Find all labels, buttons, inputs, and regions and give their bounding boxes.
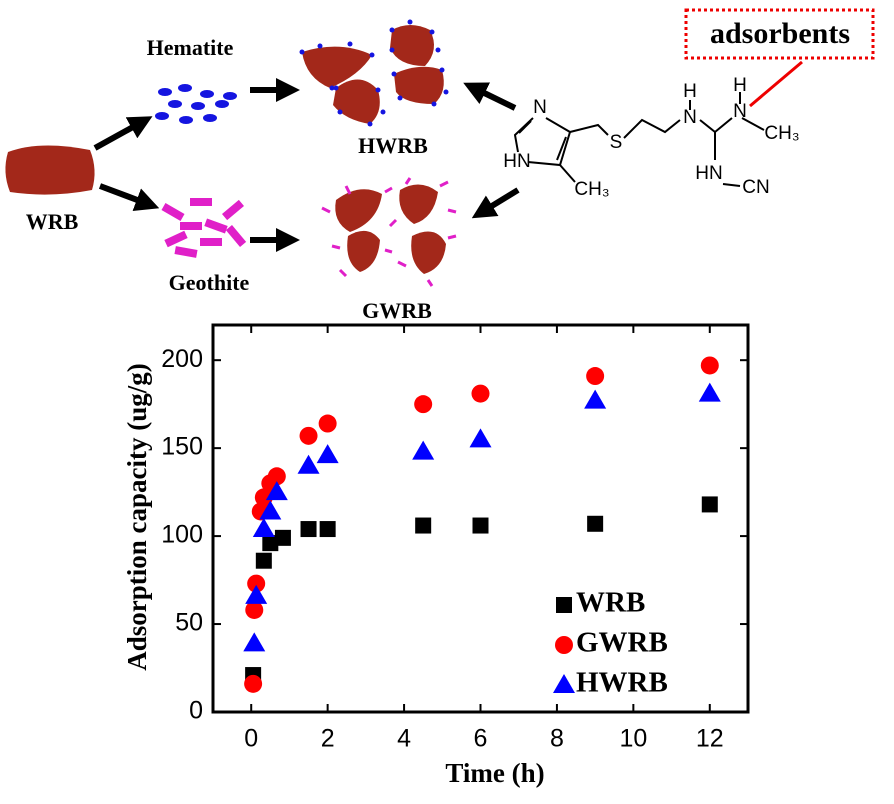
data-point — [247, 574, 266, 593]
atom: H — [733, 75, 747, 96]
hwrb-label: HWRB — [358, 133, 428, 158]
data-point — [586, 367, 605, 386]
y-tick-label: 150 — [161, 433, 203, 461]
legend-marker — [556, 597, 572, 613]
wrb-label: WRB — [26, 209, 79, 234]
x-tick-label: 4 — [397, 725, 411, 753]
data-point — [300, 521, 317, 538]
y-tick-label: 50 — [175, 609, 203, 637]
atom: S — [610, 132, 623, 153]
atom: N — [683, 107, 697, 128]
x-tick-label: 2 — [321, 725, 335, 753]
gwrb-label: GWRB — [362, 298, 432, 323]
chart: Time (h) Adsorption capacity (ug/g) 0 2 4 6… — [122, 323, 750, 788]
atom: HN — [695, 163, 722, 184]
y-axis-title: Adsorption capacity (ug/g) — [122, 363, 152, 671]
y-tick-label: 200 — [161, 345, 203, 373]
atom: HN — [503, 151, 530, 172]
legend-marker — [555, 636, 573, 654]
data-point — [297, 454, 320, 474]
legend-marker — [553, 674, 575, 693]
atom: N — [533, 97, 547, 118]
data-point — [469, 428, 492, 448]
molecule-labels: N HN CH₃ S H N H N CH₃ HN CN — [503, 75, 799, 200]
data-point — [318, 414, 337, 433]
data-point — [265, 481, 288, 501]
data-point — [698, 382, 721, 402]
x-tick-label: 0 — [244, 725, 258, 753]
hematite-particles — [155, 84, 237, 124]
schematic: WRB Hematite Geothite — [5, 8, 875, 323]
data-point — [584, 389, 607, 409]
gwrb-particles — [321, 177, 457, 287]
callout-box — [684, 8, 875, 60]
atom: CH₃ — [764, 123, 799, 144]
geothite-particles — [161, 198, 247, 258]
wrb-particle — [5, 145, 95, 195]
data-point — [245, 584, 268, 604]
atom: CH₃ — [574, 179, 609, 200]
data-point — [244, 674, 263, 693]
data-point — [471, 384, 490, 403]
data-point — [243, 632, 266, 652]
geothite-label: Geothite — [169, 270, 250, 295]
atom: CN — [742, 177, 769, 198]
data-point — [254, 488, 273, 507]
y-tick-label: 100 — [161, 521, 203, 549]
data-point — [701, 496, 718, 513]
data-point — [299, 426, 318, 445]
callout-label: adsorbents — [710, 17, 850, 50]
atom: N — [733, 101, 747, 122]
x-axis-title: Time (h) — [445, 758, 544, 788]
hwrb-particles — [299, 19, 449, 127]
data-point — [316, 444, 339, 464]
x-tick-label: 12 — [696, 725, 724, 753]
data-point — [319, 521, 336, 538]
data-point — [255, 552, 272, 569]
data-point — [262, 535, 279, 552]
data-point — [259, 500, 282, 520]
molecule-bonds — [513, 92, 765, 187]
x-tick-label: 6 — [474, 725, 488, 753]
data-point — [472, 517, 489, 534]
data-point — [415, 517, 432, 534]
legend-label: GWRB — [576, 627, 668, 659]
y-tick-label: 0 — [189, 697, 203, 725]
data-point — [414, 395, 433, 414]
hematite-label: Hematite — [147, 35, 234, 60]
legend-label: HWRB — [576, 667, 668, 699]
legend-label: WRB — [576, 587, 645, 619]
data-point — [245, 600, 264, 619]
callout-line — [749, 60, 803, 108]
data-point — [587, 515, 604, 532]
atom: H — [683, 81, 697, 102]
x-tick-label: 10 — [619, 725, 647, 753]
data-point — [267, 467, 286, 486]
arrows — [93, 78, 520, 252]
x-tick-label: 8 — [550, 725, 564, 753]
data-point — [252, 518, 275, 538]
data-point — [274, 529, 291, 546]
data-point — [412, 440, 435, 460]
data-point — [700, 356, 719, 375]
